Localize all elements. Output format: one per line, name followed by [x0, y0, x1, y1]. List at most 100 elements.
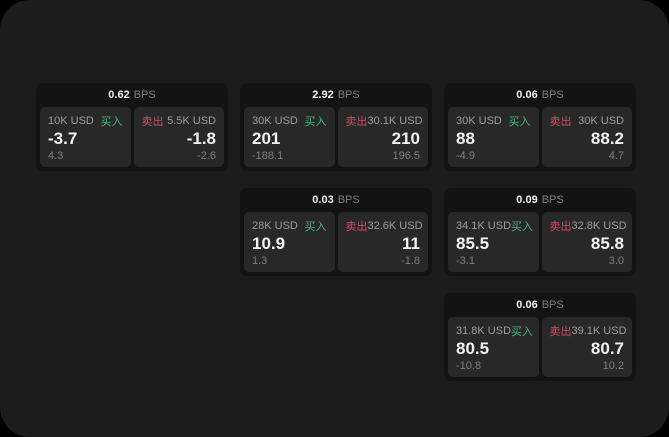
quote-card: 0.09 BPS 34.1K USD 买入 85.5 -3.1 卖出 32.8K… — [444, 188, 636, 276]
spread-value: 0.06 — [516, 89, 538, 101]
quote-card: 0.06 BPS 30K USD 买入 88 -4.9 卖出 30K USD 8… — [444, 83, 636, 171]
quote-panels: 30K USD 买入 88 -4.9 卖出 30K USD 88.2 4.7 — [444, 107, 636, 171]
buy-quote-tile[interactable]: 31.8K USD 买入 80.5 -10.8 — [448, 317, 539, 377]
sell-quote-tile[interactable]: 卖出 32.6K USD 11 -1.8 — [337, 212, 428, 272]
sell-tile-header: 卖出 5.5K USD — [142, 113, 217, 129]
spread-value: 0.03 — [312, 194, 334, 206]
sell-size: 32.6K USD — [367, 220, 423, 232]
buy-quote-tile[interactable]: 30K USD 买入 201 -188.1 — [244, 107, 335, 167]
buy-delta: -188.1 — [252, 150, 284, 162]
spread-value: 0.09 — [516, 194, 538, 206]
quote-card: 0.06 BPS 31.8K USD 买入 80.5 -10.8 卖出 39.1… — [444, 293, 636, 381]
quote-card: 0.62 BPS 10K USD 买入 -3.7 4.3 卖出 5.5K USD… — [36, 83, 228, 171]
buy-delta: 4.3 — [48, 150, 64, 162]
buy-side-label: 买入 — [508, 116, 531, 128]
sell-side-label: 卖出 — [549, 326, 572, 338]
sell-side-label: 卖出 — [345, 116, 368, 128]
spread-unit: BPS — [337, 194, 360, 206]
quote-card: 2.92 BPS 30K USD 买入 201 -188.1 卖出 30.1K … — [240, 83, 432, 171]
sell-price: 88.2 — [590, 129, 624, 149]
quote-panels: 30K USD 买入 201 -188.1 卖出 30.1K USD 210 1… — [240, 107, 432, 171]
spread-header: 0.03 BPS — [240, 188, 432, 212]
spread-header: 2.92 BPS — [240, 83, 432, 107]
sell-quote-tile[interactable]: 卖出 5.5K USD -1.8 -2.6 — [133, 107, 224, 167]
buy-price: 10.9 — [252, 234, 286, 254]
sell-delta: -2.6 — [197, 150, 216, 162]
buy-delta: -3.1 — [456, 255, 475, 267]
sell-tile-header: 卖出 30.1K USD — [345, 113, 423, 129]
quote-panels: 10K USD 买入 -3.7 4.3 卖出 5.5K USD -1.8 -2.… — [36, 107, 228, 171]
sell-delta: 4.7 — [608, 150, 624, 162]
buy-tile-header: 30K USD 买入 — [456, 113, 531, 129]
buy-quote-tile[interactable]: 34.1K USD 买入 85.5 -3.1 — [448, 212, 539, 272]
sell-delta: 3.0 — [608, 255, 624, 267]
sell-side-label: 卖出 — [549, 116, 572, 128]
buy-size: 30K USD — [456, 115, 502, 127]
sell-quote-tile[interactable]: 卖出 30.1K USD 210 196.5 — [337, 107, 428, 167]
buy-side-label: 买入 — [304, 116, 327, 128]
buy-price: 88 — [456, 129, 475, 149]
buy-price: -3.7 — [48, 129, 78, 149]
sell-tile-header: 卖出 30K USD — [550, 113, 625, 129]
buy-quote-tile[interactable]: 30K USD 买入 88 -4.9 — [448, 107, 539, 167]
buy-delta: -10.8 — [456, 360, 482, 372]
sell-quote-tile[interactable]: 卖出 39.1K USD 80.7 10.2 — [541, 317, 632, 377]
quote-card: 0.03 BPS 28K USD 买入 10.9 1.3 卖出 32.6K US… — [240, 188, 432, 276]
sell-tile-header: 卖出 39.1K USD — [549, 323, 627, 339]
sell-delta: 10.2 — [602, 360, 624, 372]
spread-header: 0.62 BPS — [36, 83, 228, 107]
sell-tile-header: 卖出 32.8K USD — [549, 218, 627, 234]
spread-unit: BPS — [541, 299, 564, 311]
buy-tile-header: 31.8K USD 买入 — [456, 323, 533, 339]
sell-side-label: 卖出 — [549, 221, 572, 233]
buy-quote-tile[interactable]: 28K USD 买入 10.9 1.3 — [244, 212, 335, 272]
quote-panels: 28K USD 买入 10.9 1.3 卖出 32.6K USD 11 -1.8 — [240, 212, 432, 276]
sell-size: 39.1K USD — [571, 325, 627, 337]
buy-price: 85.5 — [456, 234, 490, 254]
sell-tile-header: 卖出 32.6K USD — [345, 218, 423, 234]
sell-size: 30K USD — [578, 115, 624, 127]
buy-size: 10K USD — [48, 115, 94, 127]
buy-side-label: 买入 — [100, 116, 123, 128]
sell-size: 5.5K USD — [167, 115, 216, 127]
buy-price: 201 — [252, 129, 281, 149]
spread-unit: BPS — [337, 89, 360, 101]
buy-tile-header: 30K USD 买入 — [252, 113, 327, 129]
buy-delta: -4.9 — [456, 150, 475, 162]
buy-size: 30K USD — [252, 115, 298, 127]
sell-delta: 196.5 — [392, 150, 420, 162]
sell-price: 210 — [391, 129, 420, 149]
buy-tile-header: 34.1K USD 买入 — [456, 218, 534, 234]
quote-panels: 31.8K USD 买入 80.5 -10.8 卖出 39.1K USD 80.… — [444, 317, 636, 381]
buy-size: 31.8K USD — [456, 325, 512, 337]
spread-unit: BPS — [541, 194, 564, 206]
spread-unit: BPS — [133, 89, 156, 101]
buy-delta: 1.3 — [252, 255, 268, 267]
sell-price: 11 — [402, 234, 420, 254]
sell-side-label: 卖出 — [141, 116, 164, 128]
spread-value: 2.92 — [312, 89, 334, 101]
buy-tile-header: 28K USD 买入 — [252, 218, 327, 234]
buy-quote-tile[interactable]: 10K USD 买入 -3.7 4.3 — [40, 107, 131, 167]
spread-value: 0.06 — [516, 299, 538, 311]
sell-size: 30.1K USD — [367, 115, 423, 127]
spread-header: 0.06 BPS — [444, 83, 636, 107]
sell-price: -1.8 — [186, 129, 216, 149]
sell-side-label: 卖出 — [345, 221, 368, 233]
quote-cards-grid: 0.62 BPS 10K USD 买入 -3.7 4.3 卖出 5.5K USD… — [36, 83, 636, 381]
buy-side-label: 买入 — [304, 221, 327, 233]
quote-panels: 34.1K USD 买入 85.5 -3.1 卖出 32.8K USD 85.8… — [444, 212, 636, 276]
spread-header: 0.09 BPS — [444, 188, 636, 212]
sell-quote-tile[interactable]: 卖出 32.8K USD 85.8 3.0 — [541, 212, 632, 272]
buy-side-label: 买入 — [511, 221, 534, 233]
sell-price: 85.8 — [590, 234, 624, 254]
sell-size: 32.8K USD — [571, 220, 627, 232]
buy-size: 28K USD — [252, 220, 298, 232]
sell-quote-tile[interactable]: 卖出 30K USD 88.2 4.7 — [541, 107, 632, 167]
buy-size: 34.1K USD — [456, 220, 512, 232]
sell-delta: -1.8 — [401, 255, 420, 267]
sell-price: 80.7 — [590, 339, 624, 359]
buy-price: 80.5 — [456, 339, 490, 359]
spread-header: 0.06 BPS — [444, 293, 636, 317]
